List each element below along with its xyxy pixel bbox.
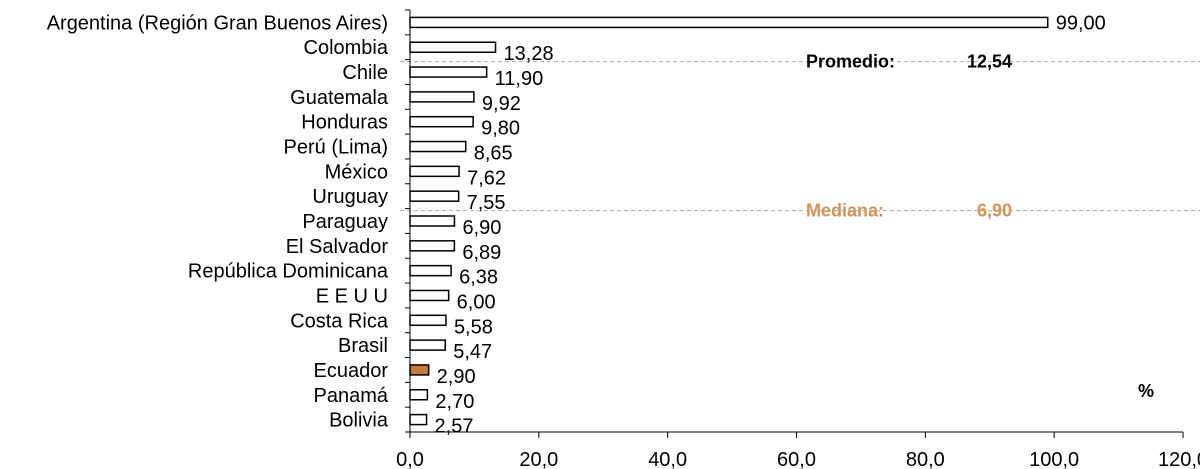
bar — [409, 91, 475, 103]
category-label: Bolivia — [329, 410, 389, 432]
category-label: Perú (Lima) — [284, 137, 388, 159]
reference-labels: Promedio: 12,54 Mediana: 6,90 — [806, 52, 1012, 221]
value-label: 7,62 — [467, 167, 506, 189]
bar — [409, 165, 460, 178]
value-labels: 99,00 13,28 11,90 9,92 9,80 8,657,62 7,55 6,90 6… — [435, 12, 1106, 437]
category-labels: Argentina (Región Gran Buenos Aires) Colo… — [47, 12, 389, 431]
category-label: México — [325, 161, 388, 183]
reference-line-label: Mediana: — [806, 201, 884, 221]
value-label: 2,70 — [435, 391, 474, 413]
x-tick-labels: 0,0 20,0 40,0 60,0 80,0 100,0 120,0 — [396, 449, 1200, 469]
category-label: República Dominicana — [188, 261, 389, 283]
value-label: 5,58 — [454, 316, 493, 338]
category-label: Uruguay — [312, 186, 388, 208]
reference-line-label: Promedio: — [806, 52, 895, 72]
bar — [409, 41, 497, 53]
value-label: 6,00 — [457, 291, 496, 313]
category-label: Brasil — [338, 335, 388, 357]
value-label: 6,38 — [459, 267, 498, 289]
bar — [409, 389, 429, 401]
category-label: E E U U — [316, 285, 388, 307]
category-label: Panamá — [314, 385, 389, 407]
category-label: El Salvador — [286, 236, 389, 258]
value-label: 8,65 — [474, 143, 513, 165]
bar — [409, 339, 446, 351]
bars — [409, 16, 1049, 426]
bar — [409, 240, 456, 252]
value-label: 6,90 — [462, 217, 501, 239]
unit-label: % — [1138, 381, 1154, 401]
x-tick-label: 0,0 — [396, 449, 424, 469]
bar — [409, 289, 450, 302]
category-label: Argentina (Región Gran Buenos Aires) — [47, 12, 388, 34]
bar — [409, 115, 474, 128]
value-label: 11,90 — [495, 68, 544, 90]
category-label: Chile — [342, 62, 388, 84]
bar — [409, 66, 488, 78]
category-label: Costa Rica — [290, 310, 389, 332]
value-label: 2,57 — [435, 416, 474, 438]
category-label: Ecuador — [314, 360, 389, 382]
reference-lines — [400, 61, 1200, 212]
bar — [409, 413, 428, 426]
bar — [409, 364, 430, 376]
x-tick-label: 80,0 — [906, 449, 945, 469]
reference-line-value: 12,54 — [967, 52, 1012, 72]
value-label: 6,89 — [462, 242, 501, 264]
bar — [409, 16, 1049, 29]
category-label: Guatemala — [290, 87, 389, 109]
bar — [409, 314, 447, 327]
x-tick-label: 40,0 — [648, 449, 687, 469]
value-label: 7,55 — [467, 192, 506, 214]
bar — [409, 190, 460, 202]
value-label: 13,28 — [504, 43, 554, 65]
category-label: Colombia — [304, 37, 389, 59]
x-tick-label: 100,0 — [1029, 449, 1079, 469]
value-label: 99,00 — [1056, 12, 1106, 34]
x-tick-label: 60,0 — [777, 449, 816, 469]
x-tick-label: 20,0 — [519, 449, 558, 469]
bar — [409, 140, 467, 153]
x-tick-label: 120,0 — [1158, 449, 1200, 469]
category-label: Paraguay — [302, 211, 388, 233]
value-label: 9,80 — [481, 118, 520, 140]
value-label: 2,90 — [437, 366, 476, 388]
reference-line-value: 6,90 — [977, 201, 1012, 221]
category-label: Honduras — [301, 112, 388, 134]
bar — [409, 264, 452, 277]
value-label: 5,47 — [453, 341, 492, 363]
value-label: 9,92 — [482, 93, 521, 115]
bar — [409, 215, 456, 227]
